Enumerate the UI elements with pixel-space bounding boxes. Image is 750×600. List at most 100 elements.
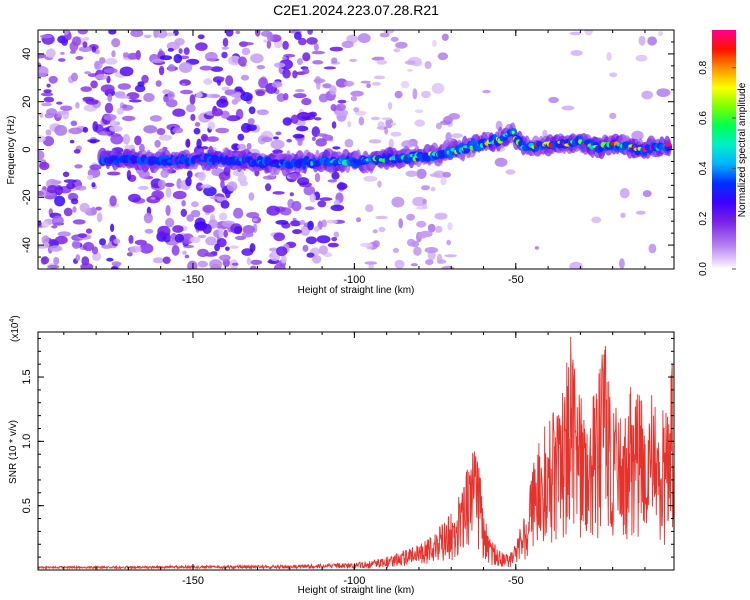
spectrogram-noise-blob [263,39,268,43]
spectrogram-noise-blob [534,246,540,250]
spectrogram-noise-blob [390,36,399,42]
spectrogram-noise-blob [139,243,154,254]
spectrogram-noise-blob [390,122,397,126]
spectrogram-noise-blob [416,220,427,228]
spectrogram-noise-blob [79,202,90,213]
spectrogram-noise-blob [38,221,42,226]
spectrogram-noise-blob [282,117,292,126]
spectrogram-noise-blob [126,169,132,181]
spectrogram-noise-blob [451,133,463,139]
spectrogram-noise-blob [178,48,183,54]
spectrogram-noise-blob [392,247,399,254]
spectrogram-noise-blob [294,31,302,40]
spectrogram-noise-blob [606,52,612,61]
spectrogram-noise-blob [331,121,337,129]
spectrogram-noise-blob [66,182,76,190]
spectrogram-noise-blob [250,259,263,265]
spectrogram-noise-blob [248,192,255,201]
spectrogram-noise-blob [240,42,254,46]
spectrogram-noise-blob [353,107,360,113]
spectrogram-noise-blob [58,58,66,62]
spectrogram-y-ticks: -40 -20 0 20 40 [21,41,674,258]
spectrogram-noise-blob [110,223,115,232]
spectrogram-noise-blob [59,105,73,111]
spectrogram-noise-blob [435,122,442,130]
spectrogram-noise-blob [206,136,219,142]
spectrogram-noise-blob [432,39,437,48]
spectrogram-noise-blob [609,72,618,78]
spectrogram-noise-blob [197,34,205,40]
spectrogram-noise-blob [160,169,169,178]
spectrogram-noise-blob [242,225,255,234]
spectrogram-noise-blob [82,37,90,41]
spectrogram-noise-blob [200,133,209,142]
spectrogram-noise-blob [290,114,299,124]
spectrogram-noise-blob [350,90,364,97]
spectrogram-noise-blob [199,65,213,71]
spectrogram-noise-blob [194,122,201,127]
spectrogram-noise-blob [591,216,602,224]
spectrogram-noise-blob [322,83,332,89]
spectrogram-noise-blob [126,252,133,257]
spectrogram-noise-blob [388,101,393,110]
spectrogram-noise-blob [276,246,288,257]
spectrogram-noise-blob [167,91,175,100]
spectrogram-noise-blob [203,186,217,197]
spectrogram-noise-blob [195,42,208,51]
spectrogram-noise-blob [297,137,303,146]
spectrogram-noise-blob [363,175,378,182]
snr-x-tick-label: -150 [182,575,204,587]
spectrogram-noise-blob [39,161,50,171]
spectrogram-noise-blob [235,30,241,34]
spectrogram-noise-blob [377,180,382,188]
spectrogram-noise-blob [335,78,348,88]
spectrogram-noise-blob [334,109,349,117]
spectrogram-noise-blob [38,149,45,161]
spectrogram-noise-blob [424,61,432,70]
spectrogram-noise-blob [336,182,348,190]
spectrogram-noise-blob [186,214,194,222]
spectrogram-noise-blob [144,228,154,234]
spectrogram-noise-blob [274,62,286,68]
spectrogram-noise-blob [309,193,316,203]
spectrogram-noise-blob [373,75,386,80]
spectrogram-noise-blob [289,192,294,197]
spectrogram-noise-blob [344,138,354,148]
spectrogram-noise-blob [122,52,130,58]
spectrogram-noise-blob [307,220,314,231]
spectrogram-noise-blob [312,60,324,65]
spectrogram-noise-blob [417,232,427,239]
spectrogram-noise-blob [444,254,457,258]
spectrogram-noise-blob [113,238,121,244]
spectrogram-noise-blob [313,43,319,51]
spectrogram-noise-blob [341,40,354,49]
spectrogram-noise-blob [225,246,230,251]
spectrogram-noise-blob [134,84,146,93]
spectrogram-noise-blob [221,46,229,50]
spectrogram-noise-blob [323,66,337,70]
spectrogram-noise-blob [330,104,337,112]
spectrogram-noise-blob [62,171,70,178]
spectrogram-noise-blob [448,113,461,120]
spectrogram-y-tick-label: 0 [21,146,33,152]
spectrogram-noise-blob [266,32,274,42]
spectrogram-noise-blob [39,112,44,118]
spectrogram-noise-blob [165,217,175,228]
spectrogram-noise-blob [207,121,216,130]
snr-series-line [38,336,674,570]
spectrogram-noise-blob [91,182,96,188]
ridge-core [511,130,515,135]
spectrogram-noise-blob [232,170,245,177]
spectrogram-noise-blob [268,247,279,252]
spectrogram-noise-blob [282,56,288,61]
spectrogram-noise-blob [111,38,121,48]
spectrogram-noise-blob [90,206,97,216]
spectrogram-noise-blob [95,206,102,211]
spectrogram-noise-blob [172,127,184,134]
spectrogram-noise-blob [301,98,312,106]
colorbar-tick-label: 0.8 [698,60,709,74]
snr-x-label: Height of straight line (km) [298,585,415,596]
spectrogram-noise-blob [275,220,289,225]
spectrogram-noise-blob [134,135,142,146]
spectrogram-noise-blob [167,64,176,72]
